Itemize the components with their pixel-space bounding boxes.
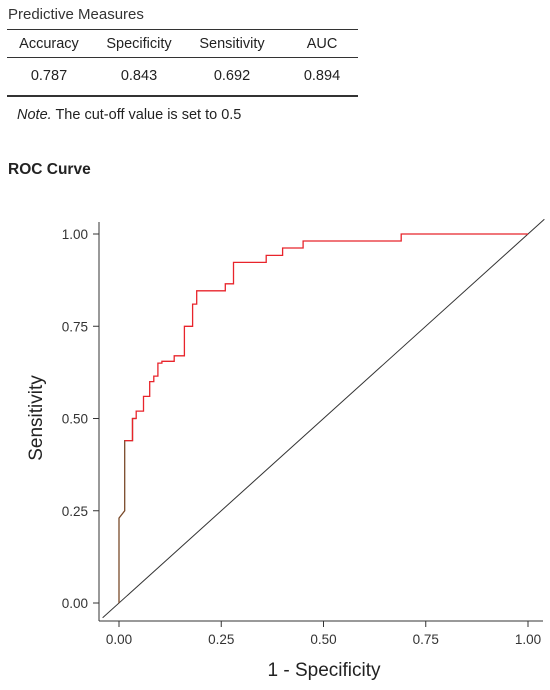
x-tick-label: 0.50 bbox=[310, 632, 336, 647]
table-title: Predictive Measures bbox=[8, 6, 144, 23]
roc-curve-line bbox=[124, 233, 528, 442]
x-axis-label: 1 - Specificity bbox=[268, 660, 381, 681]
column-header-accuracy: Accuracy bbox=[19, 36, 79, 52]
reference-diagonal-line bbox=[102, 218, 545, 619]
y-tick-label: 1.00 bbox=[62, 227, 88, 242]
table-rule-bottom bbox=[7, 95, 358, 97]
column-header-specificity: Specificity bbox=[106, 36, 172, 52]
x-tick-label: 0.00 bbox=[106, 632, 132, 647]
y-axis-label: Sensitivity bbox=[26, 375, 47, 461]
column-header-sensitivity: Sensitivity bbox=[199, 36, 265, 52]
roc-curve-title: ROC Curve bbox=[8, 161, 91, 178]
table-rule-top bbox=[7, 29, 358, 30]
value-specificity: 0.843 bbox=[120, 68, 158, 84]
roc-curve-lower-segment bbox=[118, 417, 137, 603]
x-tick-label: 0.75 bbox=[413, 632, 439, 647]
x-tick-label: 1.00 bbox=[515, 632, 541, 647]
table-note: Note. The cut-off value is set to 0.5 bbox=[17, 107, 241, 123]
y-tick-label: 0.25 bbox=[62, 504, 88, 519]
value-auc: 0.894 bbox=[303, 68, 341, 84]
note-text: The cut-off value is set to 0.5 bbox=[51, 107, 242, 123]
y-tick-label: 0.50 bbox=[62, 412, 88, 427]
note-prefix: Note. bbox=[17, 107, 52, 123]
y-tick-label: 0.75 bbox=[62, 319, 88, 334]
value-accuracy: 0.787 bbox=[30, 68, 68, 84]
table-rule-mid bbox=[7, 57, 358, 58]
x-tick-label: 0.25 bbox=[208, 632, 234, 647]
column-header-auc: AUC bbox=[306, 36, 338, 52]
y-tick-label: 0.00 bbox=[62, 596, 88, 611]
value-sensitivity: 0.692 bbox=[213, 68, 251, 84]
